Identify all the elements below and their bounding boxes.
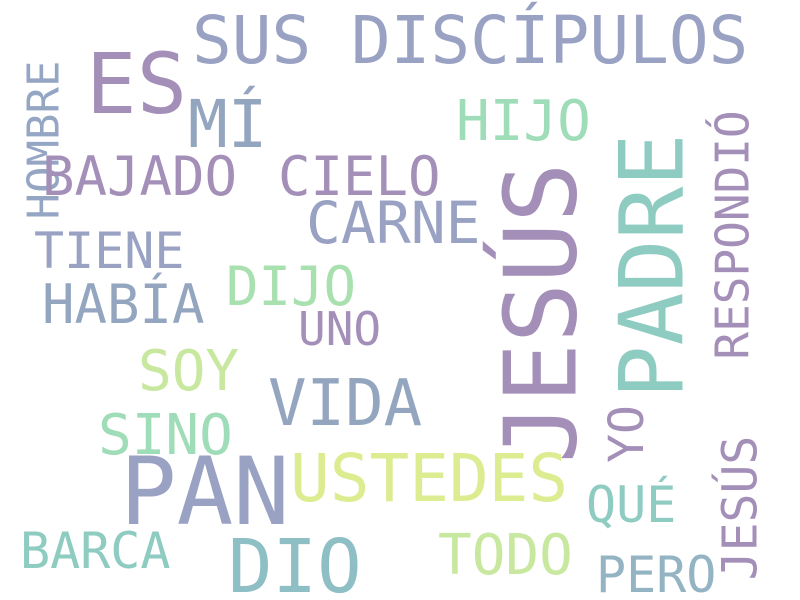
word-jesus: JESÚS bbox=[482, 162, 600, 464]
word-sus-discipulos: SUS DISCÍPULOS bbox=[192, 2, 749, 79]
word-pero: PERO bbox=[596, 546, 717, 600]
word-es: ES bbox=[86, 35, 188, 133]
word-uno: UNO bbox=[298, 302, 382, 356]
word-dijo: DIJO bbox=[226, 255, 357, 318]
word-barca: BARCA bbox=[20, 522, 171, 580]
word-ustedes: USTEDES bbox=[290, 440, 569, 517]
word-bajado: BAJADO bbox=[42, 145, 238, 208]
word-pan: PAN bbox=[120, 438, 290, 547]
word-cielo: CIELO bbox=[278, 145, 441, 208]
word-tiene: TIENE bbox=[34, 222, 185, 280]
word-carne: CARNE bbox=[306, 189, 481, 257]
word-yo: YO bbox=[598, 405, 655, 463]
word-hijo: HIJO bbox=[456, 89, 591, 154]
word-padre: PADRE bbox=[600, 133, 704, 399]
word-habia: HABÍA bbox=[42, 273, 205, 336]
word-mi: MÍ bbox=[188, 86, 268, 163]
word-respondio: RESPONDIÓ bbox=[705, 110, 760, 360]
word-dio: DIO bbox=[228, 524, 362, 600]
word-sino: SINO bbox=[98, 403, 233, 468]
word-soy: SOY bbox=[138, 339, 240, 404]
word-todo: TODO bbox=[438, 523, 573, 588]
word-vida: VIDA bbox=[268, 367, 423, 441]
word-jesus-small: JESÚS bbox=[712, 435, 769, 581]
word-que: QUÉ bbox=[586, 476, 677, 534]
